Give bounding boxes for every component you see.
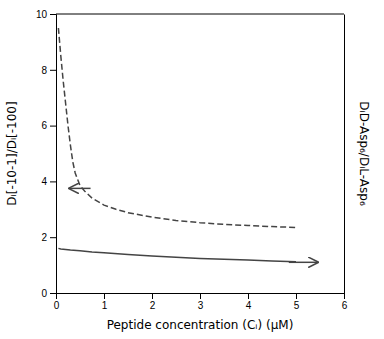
y-tick-label: 2 [41, 232, 47, 243]
lines [58, 28, 296, 262]
y2-axis-label: DᵢD-Asp₆/DᵢL-Asp₆ [357, 101, 371, 206]
y-axis: 0 2 4 6 8 10 [36, 9, 57, 299]
y-tick: 2 [41, 232, 56, 243]
x-tick-label: 4 [246, 300, 252, 311]
frame-top [56, 14, 344, 15]
x-axis-line [57, 294, 345, 300]
x-tick: 0 [54, 293, 60, 311]
y-tick-label: 4 [41, 176, 47, 187]
solid-line [58, 248, 296, 261]
x-tick-label: 1 [102, 300, 108, 311]
x-tick-label: 2 [150, 300, 156, 311]
y-tick-mark [50, 126, 56, 127]
dashed-line [58, 28, 296, 227]
x-axis-label: Peptide concentration (Cᵢ) (μM) [107, 318, 294, 332]
x-tick-mark [296, 293, 297, 299]
x-tick: 3 [198, 293, 204, 311]
y2-axis [344, 15, 345, 294]
x-tick: 5 [294, 293, 300, 311]
x-tick: 6 [342, 293, 348, 311]
y-tick-label: 8 [41, 65, 47, 76]
y-tick-mark [50, 14, 56, 15]
y-tick: 4 [41, 176, 56, 187]
y-axis-line [50, 15, 57, 294]
y-tick: 10 [36, 9, 56, 20]
y-tick-label: 0 [41, 288, 47, 299]
x-tick: 2 [150, 293, 156, 311]
y-tick-label: 6 [41, 120, 47, 131]
x-axis: 0 1 2 3 4 5 6 [54, 293, 348, 311]
x-tick-label: 6 [342, 300, 348, 311]
y-axis-label: Dᵢ[-10-1]/Dᵢ[-100] [5, 101, 19, 205]
chart: 0 1 2 3 4 5 6 0 2 4 6 8 10 Peptide concentration (Cᵢ)… [0, 0, 384, 339]
y-tick-mark [50, 181, 56, 182]
y2-axis-line [344, 15, 345, 294]
y-tick: 0 [41, 288, 56, 299]
x-tick-mark [344, 293, 345, 299]
y-tick-mark [50, 70, 56, 71]
x-tick-mark [104, 293, 105, 299]
y-tick-mark [50, 293, 56, 294]
x-tick-label: 5 [294, 300, 300, 311]
x-tick: 4 [246, 293, 252, 311]
x-tick: 1 [102, 293, 108, 311]
arrow [289, 262, 318, 264]
x-tick-label: 0 [54, 300, 60, 311]
plot-area: 0 1 2 3 4 5 6 0 2 4 6 8 10 [36, 9, 348, 311]
x-tick-label: 3 [198, 300, 204, 311]
x-tick-mark [248, 293, 249, 299]
y-tick: 6 [41, 120, 56, 131]
x-tick-mark [152, 293, 153, 299]
arrows [69, 188, 317, 262]
y-tick-label: 10 [36, 9, 48, 20]
x-tick-mark [200, 293, 201, 299]
arrow [69, 188, 90, 190]
y-tick: 8 [41, 65, 56, 76]
y-tick-mark [50, 237, 56, 238]
